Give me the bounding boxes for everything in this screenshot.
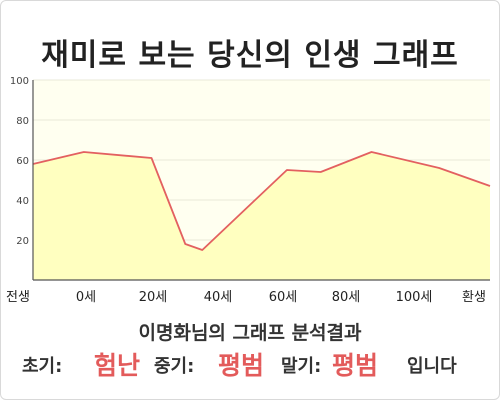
middle-label: 중기: [154, 356, 195, 377]
result-caption: 이명화님의 그래프 분석결과 [138, 322, 362, 344]
x-tick-label: 40세 [204, 290, 233, 305]
x-tick-label: 0세 [76, 290, 96, 305]
x-tick-label: 80세 [332, 290, 361, 305]
y-tick-label: 20 [16, 236, 29, 247]
page-title: 재미로 보는 당신의 인생 그래프 [41, 38, 459, 73]
late-verdict: 평범 [332, 351, 379, 380]
x-tick-labels: 전생 0세 20세 40세 60세 80세 100세 환생 [6, 290, 486, 305]
late-label: 말기: [281, 356, 322, 377]
life-area-fill [33, 152, 490, 280]
x-tick-label: 환생 [462, 290, 486, 305]
x-tick-label: 100세 [396, 290, 433, 305]
axes [32, 80, 490, 281]
x-tick-label: 60세 [269, 290, 298, 305]
life-line [32, 151, 491, 251]
y-tick-label: 80 [16, 116, 29, 127]
life-graph-chart: 20 40 60 80 100 전생 0세 20세 40세 60세 80세 100세 환생 [6, 76, 491, 305]
x-tick-label: 전생 [6, 290, 30, 305]
y-tick-label: 60 [16, 156, 29, 167]
y-tick-label: 40 [16, 196, 29, 207]
early-verdict: 험난 [94, 351, 141, 380]
ending-text: 입니다 [407, 356, 457, 377]
early-label: 초기: [22, 356, 63, 377]
y-tick-label: 100 [10, 76, 29, 87]
y-tick-labels: 20 40 60 80 100 [10, 76, 29, 247]
middle-verdict: 평범 [218, 351, 265, 380]
x-tick-label: 20세 [139, 290, 168, 305]
